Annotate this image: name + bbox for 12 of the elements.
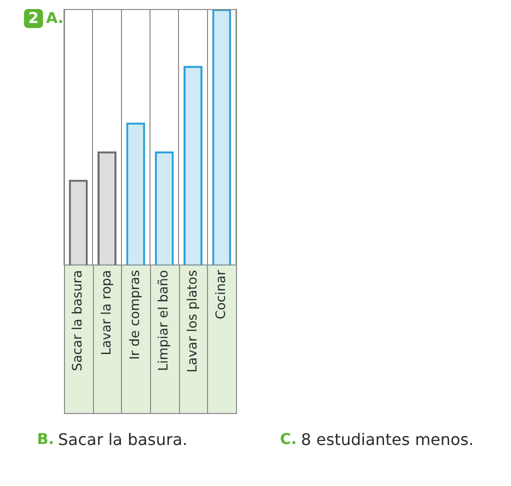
x-tick-label: Sacar la basura: [70, 270, 86, 372]
x-tick-label: Lavar los platos: [185, 270, 200, 372]
x-tick-label: Lavar la ropa: [99, 270, 114, 356]
text: A.: [46, 9, 64, 27]
x-tick-label: Ir de compras: [128, 270, 144, 360]
x-tick-label: Limpiar el baño: [156, 270, 172, 371]
text: 8 estudiantes menos.: [301, 430, 474, 449]
text: Sacar la basura.: [58, 430, 188, 449]
x-tick-label: Cocinar: [214, 269, 230, 320]
text: B.: [37, 430, 54, 448]
number-badge: 2: [24, 9, 43, 28]
text: C.: [280, 430, 297, 448]
